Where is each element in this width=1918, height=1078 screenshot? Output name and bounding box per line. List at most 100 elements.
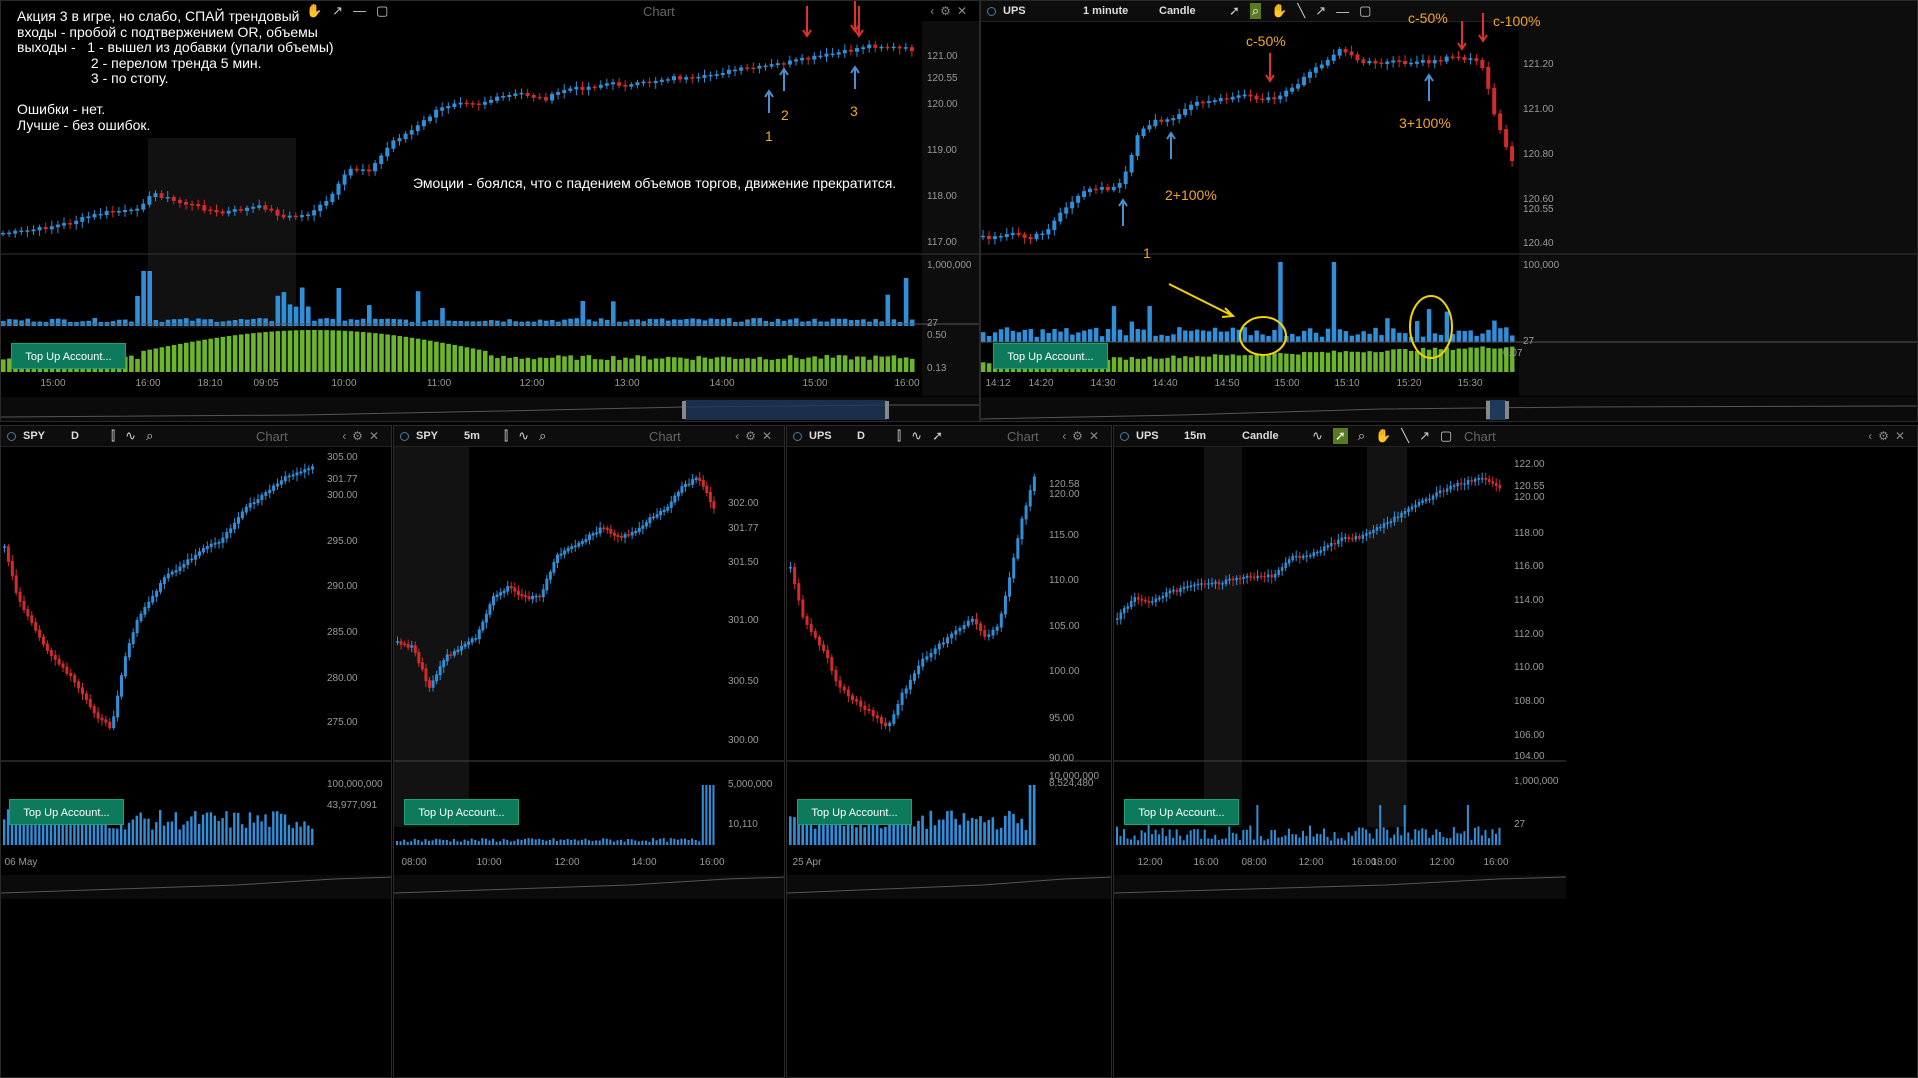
candle xyxy=(1473,478,1477,482)
panel1-top-up-button[interactable]: Top Up Account... xyxy=(11,343,126,369)
panel2-navigator[interactable] xyxy=(981,397,1917,421)
line-icon[interactable]: ╲ xyxy=(1297,3,1306,18)
volume-bar xyxy=(591,841,594,845)
panel4-top-up-button[interactable]: Top Up Account... xyxy=(404,799,519,825)
panel4-chart[interactable]: 302.00301.77301.50301.00300.50300.005,00… xyxy=(394,447,785,1078)
indicator-icon[interactable]: ∿ xyxy=(1312,428,1323,443)
panel6-chart-type[interactable]: Candle xyxy=(1242,430,1279,442)
panel6-chart[interactable]: 122.00120.55120.00118.00116.00114.00112.… xyxy=(1114,447,1566,1078)
candle-icon[interactable]: ⫿ xyxy=(111,428,116,443)
panel4-symbol[interactable]: SPY xyxy=(416,430,439,442)
zoom-icon[interactable]: ⌕ xyxy=(146,428,154,443)
panel3-chart[interactable]: 305.00301.77300.00295.00290.00285.00280.… xyxy=(1,447,392,1078)
candle xyxy=(1294,555,1298,558)
candle xyxy=(687,483,691,486)
candle xyxy=(507,94,512,98)
price-tick: 120.40 xyxy=(1523,238,1554,249)
zoom-icon[interactable]: ⌕ xyxy=(539,428,547,443)
rect-icon[interactable]: ▢ xyxy=(1440,428,1453,443)
cursor-icon[interactable]: ➚ xyxy=(1332,428,1348,444)
panel5-symbol[interactable]: UPS xyxy=(809,430,832,442)
candle xyxy=(1337,539,1340,545)
candle xyxy=(81,687,84,695)
panel5-chart[interactable]: 120.58120.00115.00110.00105.00100.0095.0… xyxy=(787,447,1112,1078)
indicator-icon[interactable]: ∿ xyxy=(518,428,530,443)
hline-icon[interactable]: — xyxy=(1336,3,1350,19)
volume-bar xyxy=(1224,838,1227,845)
candle xyxy=(116,695,120,718)
volume-bar xyxy=(604,319,610,326)
panel3-symbol[interactable]: SPY xyxy=(23,430,46,442)
volume-bar xyxy=(634,840,637,845)
panel2-symbol[interactable]: UPS xyxy=(1003,5,1026,17)
panel6-top-up-button[interactable]: Top Up Account... xyxy=(1124,799,1239,825)
panel5-link-icon[interactable] xyxy=(793,432,802,441)
panel3-timeframe[interactable]: D xyxy=(71,430,79,442)
candle xyxy=(1088,188,1092,193)
panel6-timeframe[interactable]: 15m xyxy=(1184,430,1207,442)
volume-bar xyxy=(256,815,259,845)
rect-icon[interactable]: ▢ xyxy=(1359,3,1372,18)
panel4-window-controls[interactable]: ‹⚙✕ xyxy=(735,429,778,443)
volume-bar xyxy=(513,840,516,845)
volume-bar xyxy=(166,821,170,845)
volume-bar xyxy=(460,841,463,845)
panel5-timeframe[interactable]: D xyxy=(857,430,865,442)
panel4-timeframe[interactable]: 5m xyxy=(464,430,480,442)
candle xyxy=(580,541,584,544)
zoom-icon[interactable]: ⌕ xyxy=(1249,3,1262,19)
hand-icon[interactable]: ✋ xyxy=(1271,3,1288,18)
line-icon[interactable]: ╲ xyxy=(1401,428,1410,443)
volume-bar xyxy=(123,319,128,326)
panel2-top-up-button[interactable]: Top Up Account... xyxy=(993,343,1108,369)
panel2-chart-type[interactable]: Candle xyxy=(1159,5,1196,17)
volume-bar xyxy=(73,813,76,845)
volume-bar xyxy=(584,838,587,845)
panel2-timeframe[interactable]: 1 minute xyxy=(1083,5,1129,17)
volume-bar xyxy=(708,318,714,326)
cursor-icon[interactable]: ➚ xyxy=(1229,3,1240,18)
panel1-window-controls[interactable]: ‹⚙✕ xyxy=(930,4,973,18)
candle xyxy=(897,46,902,49)
cursor-icon[interactable]: ➚ xyxy=(932,428,943,443)
volume-bar xyxy=(875,812,879,845)
panel3-top-up-button[interactable]: Top Up Account... xyxy=(9,799,124,825)
zoom-icon[interactable]: ⌕ xyxy=(1357,428,1366,443)
panel1-navigator[interactable] xyxy=(1,397,979,421)
volume-bar xyxy=(1242,327,1247,342)
volume-bar xyxy=(921,815,924,845)
time-tick: 12:00 xyxy=(554,857,579,868)
candle xyxy=(1133,597,1137,602)
candle-icon[interactable]: ⫿ xyxy=(897,428,902,443)
panel6-link-icon[interactable] xyxy=(1120,432,1129,441)
panel5-top-up-button[interactable]: Top Up Account... xyxy=(797,799,912,825)
panel3-window-controls[interactable]: ‹⚙✕ xyxy=(342,429,385,443)
hand-icon[interactable]: ✋ xyxy=(1375,428,1392,443)
arrow-icon[interactable]: ↗ xyxy=(1315,3,1327,18)
panel6-window-controls[interactable]: ‹⚙✕ xyxy=(1868,429,1911,443)
volume-bar xyxy=(873,319,878,326)
volume-ma-bar xyxy=(360,332,366,372)
volume-bar xyxy=(186,821,189,845)
panel6-symbol[interactable]: UPS xyxy=(1136,430,1159,442)
panel3-link-icon[interactable] xyxy=(7,432,16,441)
arrow-icon[interactable]: ↗ xyxy=(1419,428,1431,443)
candle xyxy=(1052,220,1057,231)
panel4-link-icon[interactable] xyxy=(400,432,409,441)
panel1-toolbar-icons[interactable]: ✋↗—▢ xyxy=(306,3,399,18)
candle xyxy=(797,583,801,601)
indicator-icon[interactable]: ∿ xyxy=(125,428,137,443)
candle xyxy=(1290,87,1295,92)
volume-bar xyxy=(595,840,598,845)
candle xyxy=(238,209,243,211)
panel2-link-icon[interactable] xyxy=(987,7,996,16)
indicator-icon[interactable]: ∿ xyxy=(911,428,923,443)
candle xyxy=(110,211,115,213)
volume-bar xyxy=(616,840,619,845)
volume-bar xyxy=(903,278,909,326)
panel5-window-controls[interactable]: ‹⚙✕ xyxy=(1062,429,1105,443)
candle xyxy=(495,594,499,598)
candle-icon[interactable]: ⫿ xyxy=(504,428,509,443)
